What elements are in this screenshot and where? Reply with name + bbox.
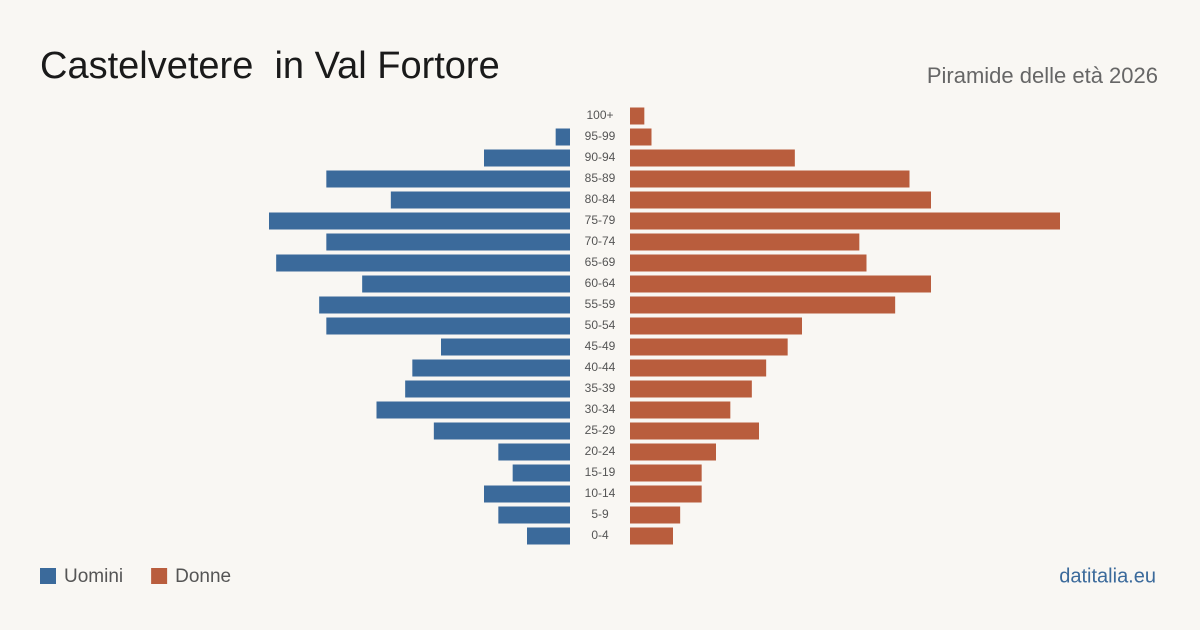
bar	[630, 485, 702, 503]
bar	[441, 338, 570, 356]
bar	[630, 254, 867, 272]
bar	[269, 212, 570, 230]
legend-swatch	[151, 568, 168, 584]
age-label: 65-69	[585, 255, 616, 269]
age-label: 10-14	[585, 486, 616, 500]
age-label: 30-34	[585, 402, 616, 416]
age-label: 95-99	[585, 129, 616, 143]
bar	[555, 128, 570, 146]
bar	[630, 107, 645, 125]
bar	[276, 254, 570, 272]
age-label: 45-49	[585, 339, 616, 353]
bar	[630, 443, 716, 461]
age-label: 90-94	[585, 150, 616, 164]
bar	[326, 170, 570, 188]
bar	[484, 485, 570, 503]
age-label: 60-64	[585, 276, 616, 290]
age-label: 100+	[586, 108, 613, 122]
legend-label: Uomini	[64, 566, 123, 587]
age-label: 20-24	[585, 444, 616, 458]
bar	[319, 296, 570, 314]
chart-subtitle: Piramide delle età 2026	[927, 63, 1158, 88]
age-label: 15-19	[585, 465, 616, 479]
bar	[630, 359, 767, 377]
legend-label: Donne	[175, 566, 231, 587]
age-label: 85-89	[585, 171, 616, 185]
bar	[362, 275, 570, 293]
bar	[326, 317, 570, 335]
age-label: 50-54	[585, 318, 616, 332]
age-label: 25-29	[585, 423, 616, 437]
age-label: 70-74	[585, 234, 616, 248]
age-label: 5-9	[591, 507, 609, 521]
bar	[390, 191, 570, 209]
age-label: 80-84	[585, 192, 616, 206]
source: datitalia.eu	[1059, 565, 1156, 587]
bar	[630, 296, 896, 314]
bar	[630, 422, 759, 440]
bar	[630, 401, 731, 419]
bar	[630, 191, 931, 209]
age-label: 0-4	[591, 528, 609, 542]
legend-swatch	[40, 568, 56, 584]
age-label: 40-44	[585, 360, 616, 374]
bar	[630, 506, 681, 524]
bar	[630, 464, 702, 482]
bar	[630, 170, 910, 188]
bar	[512, 464, 570, 482]
bar	[433, 422, 570, 440]
bar	[326, 233, 570, 251]
bar	[498, 443, 570, 461]
bar	[630, 149, 795, 167]
age-label: 55-59	[585, 297, 616, 311]
bar	[498, 506, 570, 524]
age-label: 75-79	[585, 213, 616, 227]
bar	[412, 359, 570, 377]
bar	[630, 380, 752, 398]
bar	[630, 527, 673, 545]
bar	[527, 527, 570, 545]
bar	[630, 212, 1060, 230]
age-label: 35-39	[585, 381, 616, 395]
bar	[630, 317, 802, 335]
bar	[376, 401, 570, 419]
bar	[405, 380, 570, 398]
bar	[630, 233, 860, 251]
chart-title: Castelvetere in Val Fortore	[40, 45, 500, 87]
bar	[630, 128, 652, 146]
bar	[484, 149, 570, 167]
bar	[630, 338, 788, 356]
bar	[630, 275, 931, 293]
